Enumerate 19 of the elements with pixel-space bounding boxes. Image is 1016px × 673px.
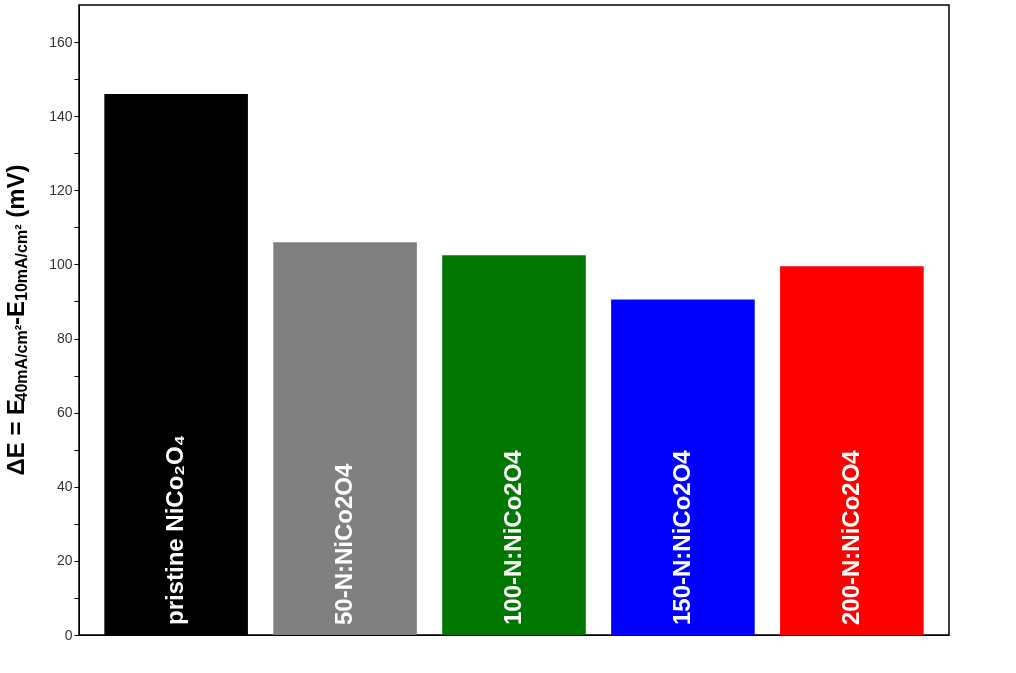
x-tick-label: 100-N:NiCo2O4	[499, 449, 526, 625]
y-tick-label: 80	[56, 330, 73, 347]
bar	[442, 255, 586, 635]
x-tick-label: 150-N:NiCo2O4	[667, 449, 695, 625]
y-tick-label: 60	[56, 404, 73, 421]
y-tick-label: 140	[49, 107, 73, 124]
y-tick-label: 20	[56, 552, 73, 569]
y-tick-label: 40	[56, 478, 73, 495]
x-tick-label: 50-N:NiCo2O4	[330, 462, 358, 625]
bar	[780, 266, 924, 635]
x-tick-label: pristine NiCo₂O₄	[161, 434, 189, 625]
bar	[611, 299, 755, 635]
y-axis-title: ΔE = E40mA/cm²-E10mA/cm² (mV)	[2, 164, 30, 476]
y-tick-label: 120	[49, 181, 73, 198]
x-tick-label: 200-N:NiCo2O4	[836, 449, 864, 625]
y-tick-label: 160	[49, 33, 73, 50]
bar	[273, 242, 417, 635]
y-tick-label: 100	[49, 255, 73, 272]
y-tick-label: 0	[64, 626, 73, 643]
